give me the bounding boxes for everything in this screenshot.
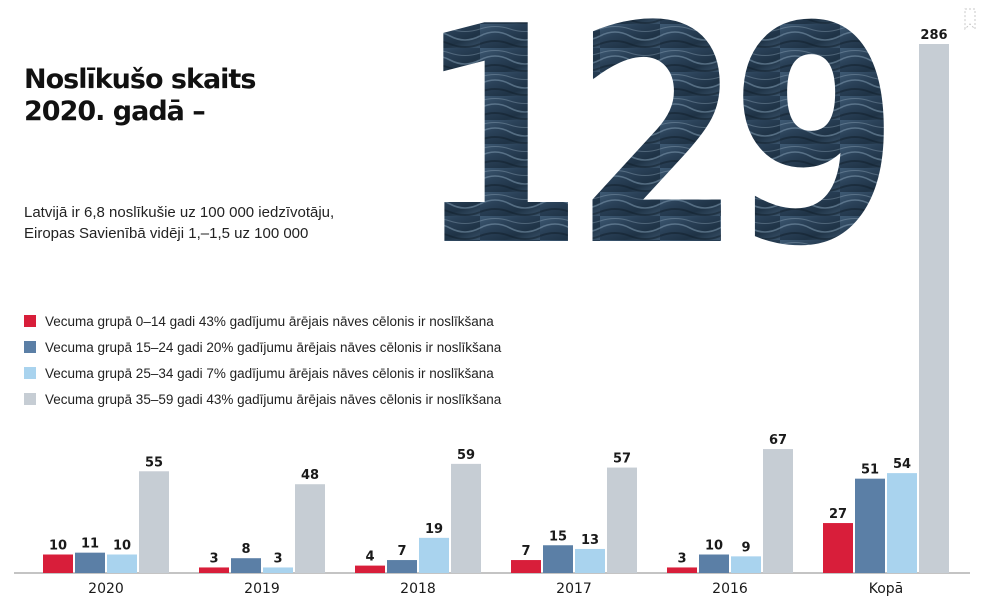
- bar-Kopā-series-0: [823, 523, 853, 573]
- legend-item-25-34: Vecuma grupā 25–34 gadi 7% gadījumu ārēj…: [24, 360, 501, 386]
- legend-item-0-14: Vecuma grupā 0–14 gadi 43% gadījumu ārēj…: [24, 308, 501, 334]
- chart-title: Noslīkušo skaits 2020. gadā –: [24, 64, 284, 128]
- legend-label: Vecuma grupā 0–14 gadi 43% gadījumu ārēj…: [45, 313, 494, 329]
- subtitle-line-1: Latvijā ir 6,8 noslīkušie uz 100 000 ied…: [24, 204, 335, 221]
- data-label-2016-series-0: 3: [677, 551, 686, 566]
- bar-2019-series-0: [199, 567, 229, 573]
- title-line-1: Noslīkušo skaits: [24, 64, 256, 95]
- legend-swatch-red: [24, 315, 36, 327]
- legend-swatch-light-blue: [24, 367, 36, 379]
- bar-2019-series-1: [231, 558, 261, 573]
- data-label-2019-series-1: 8: [241, 542, 250, 557]
- legend-label: Vecuma grupā 15–24 gadi 20% gadījumu ārē…: [45, 339, 502, 355]
- x-tick-label-5: Kopā: [869, 581, 904, 597]
- legend-item-35-59: Vecuma grupā 35–59 gadi 43% gadījumu ārē…: [24, 386, 501, 412]
- legend-swatch-dark-blue: [24, 341, 36, 353]
- bar-2016-series-2: [731, 556, 761, 573]
- x-tick-label-1: 2019: [244, 581, 280, 597]
- data-label-2016-series-2: 9: [741, 540, 750, 555]
- data-label-2018-series-2: 19: [425, 522, 443, 537]
- data-label-2017-series-2: 13: [581, 533, 599, 548]
- data-label-2019-series-2: 3: [273, 551, 282, 566]
- legend-label: Vecuma grupā 25–34 gadi 7% gadījumu ārēj…: [45, 365, 494, 381]
- bar-2019-series-2: [263, 567, 293, 573]
- data-label-Kopā-series-2: 54: [893, 457, 911, 472]
- data-label-2019-series-3: 48: [301, 468, 319, 483]
- data-label-Kopā-series-1: 51: [861, 463, 879, 478]
- x-tick-label-4: 2016: [712, 581, 748, 597]
- bar-2018-series-3: [451, 463, 481, 573]
- data-label-2017-series-1: 15: [549, 529, 567, 544]
- data-label-2020-series-0: 10: [49, 539, 67, 554]
- bar-2018-series-2: [419, 537, 449, 573]
- legend-swatch-gray: [24, 393, 36, 405]
- bar-2017-series-2: [575, 548, 605, 573]
- bar-Kopā-series-2: [887, 473, 917, 573]
- data-label-2020-series-2: 10: [113, 539, 131, 554]
- data-label-Kopā-series-0: 27: [829, 507, 847, 522]
- bookmark-outline-icon[interactable]: [964, 8, 976, 30]
- data-label-2020-series-3: 55: [145, 455, 163, 470]
- x-tick-label-2: 2018: [400, 581, 436, 597]
- bar-2017-series-3: [607, 467, 637, 573]
- bar-2018-series-1: [387, 560, 417, 573]
- bar-Kopā-series-1: [855, 478, 885, 573]
- bar-2019-series-3: [295, 484, 325, 573]
- chart-subtitle: Latvijā ir 6,8 noslīkušie uz 100 000 ied…: [24, 202, 404, 244]
- data-label-2018-series-1: 7: [397, 544, 406, 559]
- bar-2020-series-0: [43, 554, 73, 573]
- bar-2016-series-3: [763, 449, 793, 573]
- bar-2020-series-1: [75, 552, 105, 573]
- bar-Kopā-series-3: [919, 44, 949, 573]
- x-tick-label-0: 2020: [88, 581, 124, 597]
- bar-2016-series-0: [667, 567, 697, 573]
- data-label-2020-series-1: 11: [81, 537, 99, 552]
- data-label-2017-series-3: 57: [613, 452, 631, 467]
- data-label-2018-series-0: 4: [365, 550, 374, 565]
- subtitle-line-2: Eiropas Savienībā vidēji 1,–1,5 uz 100 0…: [24, 225, 309, 242]
- title-line-2: 2020. gadā –: [24, 96, 206, 127]
- data-label-Kopā-series-3: 286: [920, 28, 947, 43]
- data-label-2016-series-1: 10: [705, 539, 723, 554]
- data-label-2019-series-0: 3: [209, 551, 218, 566]
- data-label-2017-series-0: 7: [521, 544, 530, 559]
- x-tick-label-3: 2017: [556, 581, 592, 597]
- bar-2018-series-0: [355, 565, 385, 573]
- bar-2017-series-1: [543, 545, 573, 573]
- data-label-2018-series-3: 59: [457, 448, 475, 463]
- data-label-2016-series-3: 67: [769, 433, 787, 448]
- legend-label: Vecuma grupā 35–59 gadi 43% gadījumu ārē…: [45, 391, 502, 407]
- bar-2020-series-2: [107, 554, 137, 573]
- bar-2017-series-0: [511, 560, 541, 573]
- legend-item-15-24: Vecuma grupā 15–24 gadi 20% gadījumu ārē…: [24, 334, 501, 360]
- legend: Vecuma grupā 0–14 gadi 43% gadījumu ārēj…: [24, 308, 501, 412]
- bar-2020-series-3: [139, 471, 169, 573]
- bar-2016-series-1: [699, 554, 729, 573]
